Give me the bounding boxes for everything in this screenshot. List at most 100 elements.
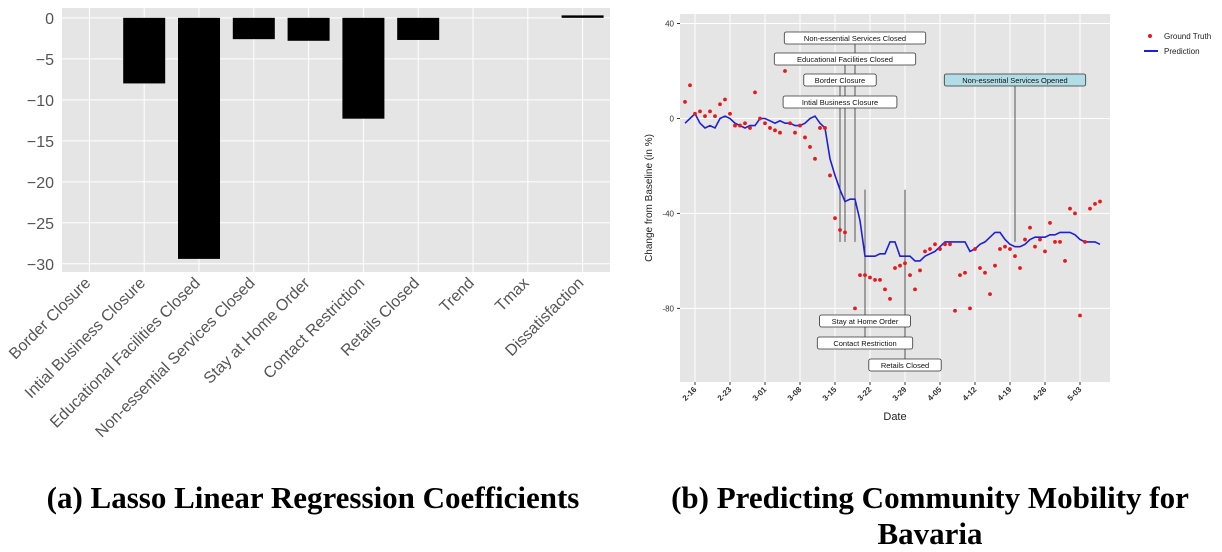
x-tick-label: 3-29 (891, 385, 909, 403)
ground-truth-point (988, 292, 992, 297)
ground-truth-point (773, 128, 777, 133)
ground-truth-point (1058, 240, 1062, 244)
ground-truth-point (708, 109, 712, 114)
ground-truth-point (983, 270, 987, 275)
ground-truth-point (1073, 211, 1077, 216)
x-tick-label: 3-15 (821, 385, 839, 403)
ground-truth-point (1098, 199, 1102, 204)
ground-truth-point (793, 130, 797, 135)
ground-truth-point (998, 247, 1002, 251)
annotation-label: Intial Business Closure (802, 98, 878, 107)
ground-truth-point (873, 278, 877, 282)
ground-truth-point (943, 242, 947, 247)
x-tick-label: 2-16 (681, 385, 699, 403)
ground-truth-point (883, 287, 887, 292)
ground-truth-point (763, 121, 767, 126)
ground-truth-point (723, 97, 727, 102)
y-tick-label: 40 (665, 19, 674, 28)
y-axis-label: Change from Baseline (in %) (644, 134, 655, 262)
ground-truth-point (1013, 254, 1017, 259)
ground-truth-point (858, 273, 862, 278)
ground-truth-point (853, 306, 857, 311)
ground-truth-point (788, 121, 792, 126)
ground-truth-point (808, 145, 812, 149)
annotation-box (773, 52, 917, 66)
annotation-box (782, 95, 898, 109)
ground-truth-point (923, 249, 927, 254)
ground-truth-point (1063, 259, 1067, 263)
ground-truth-point (683, 99, 687, 104)
ground-truth-point (1033, 244, 1037, 249)
ground-truth-point (908, 273, 912, 278)
x-tick-label: 3-01 (751, 385, 769, 403)
ground-truth-point (968, 306, 972, 311)
y-tick-label: −10 (27, 93, 54, 110)
ground-truth-point (803, 135, 807, 140)
ground-truth-point (738, 123, 742, 128)
legend-ground-truth-marker (1148, 34, 1152, 38)
ground-truth-point (783, 69, 787, 73)
ground-truth-point (743, 121, 747, 126)
y-tick-label: 0 (670, 114, 675, 123)
ground-truth-point (918, 268, 922, 273)
ground-truth-point (733, 123, 737, 128)
ground-truth-point (1083, 240, 1087, 244)
ground-truth-point (1028, 225, 1032, 230)
annotation-label: Contact Restriction (833, 339, 896, 348)
ground-truth-point (888, 297, 892, 301)
bar (178, 17, 220, 259)
ground-truth-point (1053, 240, 1057, 244)
ground-truth-point (813, 156, 817, 161)
y-tick-label: 0 (45, 11, 54, 28)
x-tick-label: Stay at Home Order (201, 274, 314, 387)
annotation-box (868, 358, 942, 372)
ground-truth-point (948, 242, 952, 247)
annotation-box (943, 73, 1087, 87)
ground-truth-point (978, 266, 982, 270)
ground-truth-point (798, 123, 802, 128)
annotation-label: Retails Closed (881, 361, 929, 370)
ground-truth-point (913, 287, 917, 292)
prediction-line (684, 112, 1101, 262)
ground-truth-point (1038, 237, 1042, 242)
ground-truth-point (993, 263, 997, 268)
ground-truth-point (838, 228, 842, 232)
ground-truth-point (938, 247, 942, 251)
annotation-label: Educational Facilities Closed (797, 55, 893, 64)
ground-truth-point (753, 90, 757, 95)
ground-truth-point (963, 270, 967, 275)
x-tick-label: 4-26 (1031, 385, 1049, 403)
ground-truth-point (693, 111, 697, 116)
legend-prediction-label: Prediction (1164, 47, 1200, 56)
bar (287, 17, 330, 41)
x-tick-label: 3-08 (786, 385, 804, 403)
ground-truth-point (828, 173, 832, 178)
annotation-box (783, 31, 927, 45)
annotation-label: Non-essential Services Closed (804, 34, 906, 43)
caption-b: (b) Predicting Community Mobility for Ba… (671, 480, 1189, 551)
legend-ground-truth-label: Ground Truth (1164, 32, 1211, 41)
y-tick-label: -40 (662, 209, 674, 218)
annotation-box (816, 336, 914, 350)
y-tick-label: -80 (662, 304, 674, 313)
ground-truth-point (843, 230, 847, 235)
ground-truth-point (928, 247, 932, 251)
x-tick-label: 4-19 (996, 385, 1014, 403)
ground-truth-point (1088, 206, 1092, 211)
ground-truth-point (1043, 249, 1047, 254)
ground-truth-point (718, 102, 722, 107)
ground-truth-point (903, 261, 907, 266)
ground-truth-point (1023, 237, 1027, 242)
caption-a: (a) Lasso Linear Regression Coefficients (46, 480, 580, 515)
ground-truth-point (958, 273, 962, 278)
x-tick-label: Contact Restriction (261, 275, 369, 383)
ground-truth-point (863, 273, 867, 278)
annotation-box (803, 73, 877, 87)
y-tick-label: −20 (27, 175, 54, 192)
ground-truth-point (1068, 206, 1072, 211)
bar (397, 17, 440, 40)
x-tick-label: 5-03 (1066, 385, 1084, 403)
ground-truth-point (698, 109, 702, 114)
y-tick-label: −30 (27, 257, 54, 274)
annotation-box (819, 314, 911, 328)
